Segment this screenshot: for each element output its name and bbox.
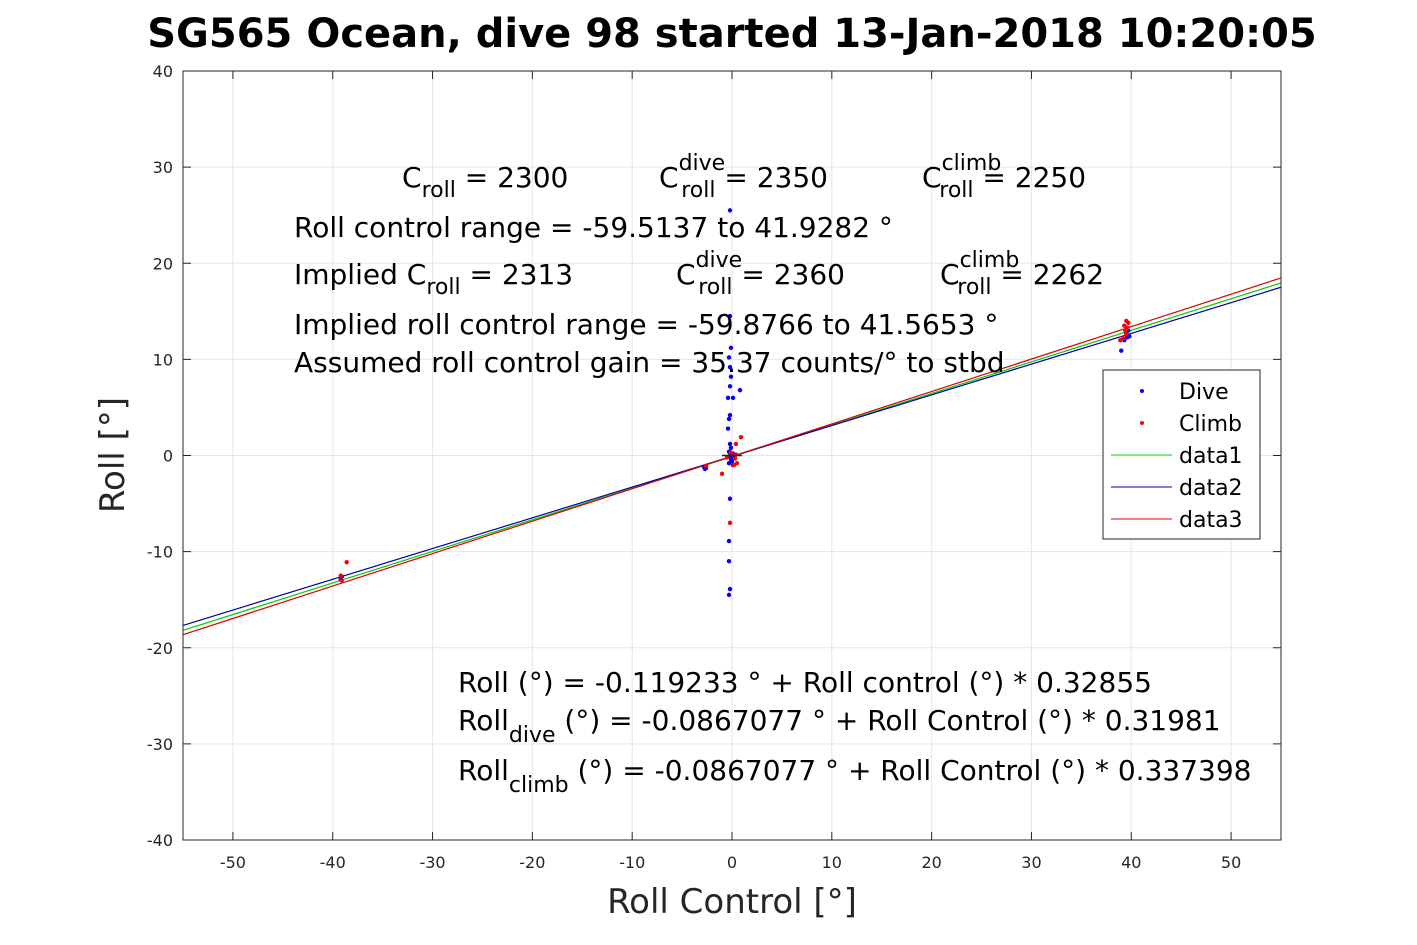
- y-tick-label: -10: [147, 543, 173, 562]
- x-ticks: -50 -40 -30 -20 -10 0 10 20 30 40 50: [220, 71, 1241, 872]
- y-tick-label: 30: [153, 158, 173, 177]
- dive-point: [730, 395, 736, 401]
- dive-point: [727, 364, 733, 370]
- dive-point: [726, 538, 732, 544]
- dive-point: [727, 384, 733, 389]
- legend-climb-marker: [1140, 421, 1144, 425]
- dive-point: [725, 395, 731, 401]
- climb-point: [719, 471, 725, 476]
- y-tick-label: -40: [147, 831, 173, 850]
- climb-point: [339, 578, 344, 583]
- y-ticks: -40 -30 -20 -10 0 10 20 30 40: [147, 62, 1281, 850]
- climb-point: [1121, 336, 1126, 341]
- dive-point: [727, 441, 733, 447]
- dive-point: [728, 445, 734, 451]
- climb-point: [344, 559, 349, 565]
- climb-point: [724, 455, 730, 460]
- x-tick-label: -30: [419, 853, 445, 872]
- y-tick-label: 0: [163, 447, 173, 466]
- x-tick-label: -10: [619, 853, 645, 872]
- y-tick-label: 40: [153, 62, 173, 81]
- annotation-fit-all: Roll (°) = -0.119233 ° + Roll control (°…: [458, 666, 1152, 699]
- dive-point: [728, 374, 734, 379]
- dive-point: [1119, 348, 1124, 353]
- legend-data3-label: data3: [1179, 508, 1243, 533]
- climb-point: [1124, 332, 1129, 337]
- dive-point: [726, 559, 732, 564]
- dive-point: [726, 416, 732, 422]
- climb-point: [732, 456, 738, 461]
- y-tick-label: -30: [147, 735, 173, 754]
- dive-point: [737, 387, 743, 393]
- climb-point: [1124, 318, 1129, 324]
- data-points: [338, 208, 1132, 598]
- dive-point: [727, 586, 733, 592]
- x-tick-label: 0: [727, 853, 737, 872]
- annotation-implied-range: Implied roll control range = -59.8766 to…: [294, 308, 998, 341]
- climb-point: [731, 462, 737, 468]
- x-tick-label: -50: [220, 853, 246, 872]
- plot-frame: [182, 70, 1282, 841]
- dive-point: [726, 460, 732, 466]
- legend-dive-marker: [1140, 389, 1144, 393]
- annotation-roll-control-range: Roll control range = -59.5137 to 41.9282…: [294, 211, 893, 244]
- dive-point: [727, 313, 733, 319]
- dive-point: [726, 355, 732, 360]
- dive-point: [727, 412, 733, 418]
- y-tick-label: 20: [153, 254, 173, 273]
- climb-point: [733, 441, 739, 447]
- legend-climb-label: Climb: [1179, 412, 1242, 437]
- climb-point: [727, 520, 733, 525]
- x-tick-label: 10: [822, 853, 842, 872]
- x-tick-label: -20: [519, 853, 545, 872]
- y-tick-label: -20: [147, 639, 173, 658]
- climb-point: [1122, 323, 1127, 328]
- climb-point: [728, 450, 734, 455]
- annotation-gain: Assumed roll control gain = 35.37 counts…: [294, 346, 1005, 379]
- dive-point: [727, 496, 733, 501]
- x-tick-label: 40: [1121, 853, 1141, 872]
- climb-point: [703, 463, 709, 469]
- x-tick-label: 30: [1021, 853, 1041, 872]
- x-tick-label: 50: [1221, 853, 1241, 872]
- y-tick-label: 10: [153, 350, 173, 369]
- chart-title: SG565 Ocean, dive 98 started 13-Jan-2018…: [147, 11, 1316, 57]
- climb-point: [738, 435, 744, 440]
- annotation-croll-dive: Cdive roll = 2350: [659, 151, 828, 203]
- climb-point: [338, 573, 343, 578]
- y-axis-title: Roll [°]: [93, 397, 133, 513]
- x-tick-label: -40: [320, 853, 346, 872]
- x-axis-title: Roll Control [°]: [607, 882, 857, 922]
- legend: Dive Climb data1 data2 data3: [1102, 369, 1261, 540]
- legend-dive-label: Dive: [1179, 380, 1229, 405]
- legend-data2-label: data2: [1179, 476, 1243, 501]
- dive-point: [728, 345, 734, 351]
- dive-point: [727, 208, 733, 213]
- dive-point: [726, 592, 732, 598]
- x-tick-label: 20: [921, 853, 941, 872]
- legend-data1-label: data1: [1179, 444, 1243, 469]
- dive-point: [725, 426, 731, 431]
